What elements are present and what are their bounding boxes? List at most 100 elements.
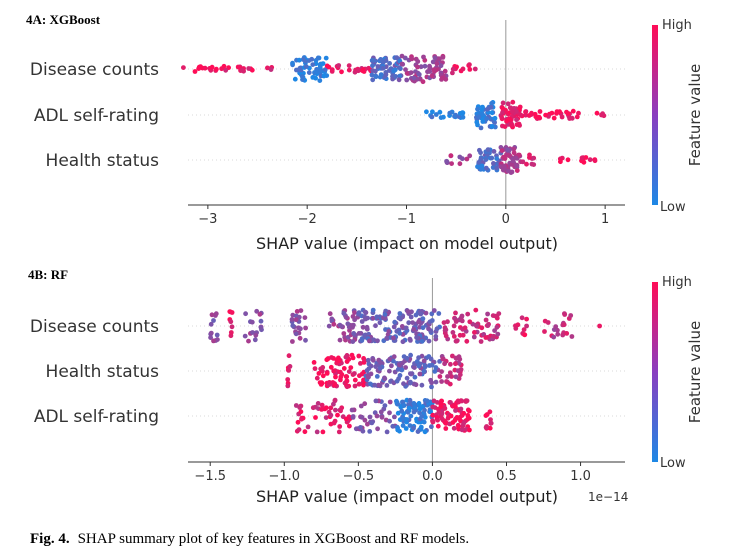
shap-point [461, 410, 467, 416]
shap-point [445, 374, 450, 379]
shap-point [327, 380, 332, 385]
shap-point [494, 156, 500, 162]
shap-point [246, 66, 252, 71]
shap-point [265, 65, 270, 71]
x-axis-title: SHAP value (impact on model output) [256, 487, 558, 506]
shap-point [429, 318, 435, 323]
shap-point [418, 311, 424, 317]
shap-point [296, 427, 302, 432]
shap-point [228, 330, 234, 335]
shap-point [408, 70, 414, 75]
shap-point [350, 414, 356, 419]
shap-point [429, 311, 435, 317]
shap-point [293, 317, 299, 323]
shap-point [349, 407, 355, 413]
feature-label: Disease counts [30, 60, 159, 80]
shap-point [488, 105, 494, 110]
shap-point [416, 319, 421, 325]
shap-point [384, 335, 390, 341]
shap-point [476, 114, 482, 120]
shap-point [448, 413, 454, 419]
shap-point [317, 78, 323, 83]
shap-point [422, 429, 428, 435]
shap-point [383, 72, 389, 77]
shap-point [346, 67, 352, 73]
shap-point [239, 67, 245, 73]
shap-point [425, 69, 430, 75]
shap-point [489, 124, 495, 129]
shap-point [491, 149, 497, 154]
shap-point [435, 417, 440, 423]
shap-point [329, 67, 335, 73]
shap-point [358, 425, 363, 430]
shap-point [344, 384, 350, 390]
shap-point [290, 60, 295, 66]
shap-point [373, 68, 378, 74]
x-tick-label: 0 [502, 212, 510, 227]
shap-point [502, 124, 508, 129]
shap-point [303, 325, 308, 331]
shap-point [416, 72, 422, 77]
shap-point [509, 122, 514, 128]
shap-point [298, 326, 303, 332]
shap-point [380, 60, 386, 65]
shap-point [228, 319, 234, 325]
shap-point [492, 115, 498, 121]
shap-point [374, 374, 380, 379]
shap-point [488, 420, 494, 426]
shap-point [513, 326, 519, 331]
shap-point [462, 325, 468, 331]
shap-point [437, 374, 443, 379]
shap-point [345, 321, 351, 327]
shap-point [396, 77, 402, 83]
shap-point [420, 316, 426, 322]
shap-point [417, 371, 423, 377]
shap-point [213, 311, 219, 317]
shap-point [359, 338, 365, 343]
shap-point [399, 61, 405, 67]
colorbar [652, 282, 658, 462]
shap-point [356, 353, 362, 359]
shap-point [360, 428, 366, 434]
shap-point [433, 334, 439, 339]
shap-point [400, 416, 405, 421]
shap-point [430, 59, 436, 65]
shap-point [526, 113, 532, 118]
shap-point [594, 110, 600, 116]
shap-point [478, 339, 484, 344]
shap-point [420, 325, 426, 331]
shap-point [387, 418, 392, 424]
shap-point [566, 111, 571, 116]
shap-point [484, 116, 490, 122]
shap-point [395, 427, 401, 433]
shap-point [447, 370, 453, 376]
shap-point [401, 403, 407, 408]
shap-point [401, 381, 406, 387]
shap-point [344, 378, 350, 384]
shap-point [211, 318, 216, 323]
shap-point [426, 326, 431, 332]
beeswarm-points [181, 53, 607, 176]
shap-point [459, 427, 465, 433]
shap-point [467, 427, 472, 433]
shap-point [365, 357, 371, 363]
shap-point [505, 152, 511, 158]
shap-point [404, 77, 410, 83]
shap-point [442, 406, 448, 411]
shap-point [483, 425, 489, 430]
beeswarm-points [208, 307, 602, 435]
shap-point [298, 308, 304, 313]
shap-point [509, 109, 515, 114]
shap-point [449, 161, 454, 167]
x-axis-offset: 1e−14 [588, 490, 628, 504]
shap-point [298, 68, 304, 74]
shap-point [289, 317, 295, 322]
x-tick-label: −0.5 [343, 469, 375, 484]
shap-point [344, 359, 350, 364]
shap-point [382, 316, 388, 321]
shap-point [448, 361, 453, 367]
shap-point [378, 72, 384, 77]
shap-point [467, 319, 473, 325]
shap-point [600, 111, 605, 117]
shap-point [351, 331, 357, 336]
